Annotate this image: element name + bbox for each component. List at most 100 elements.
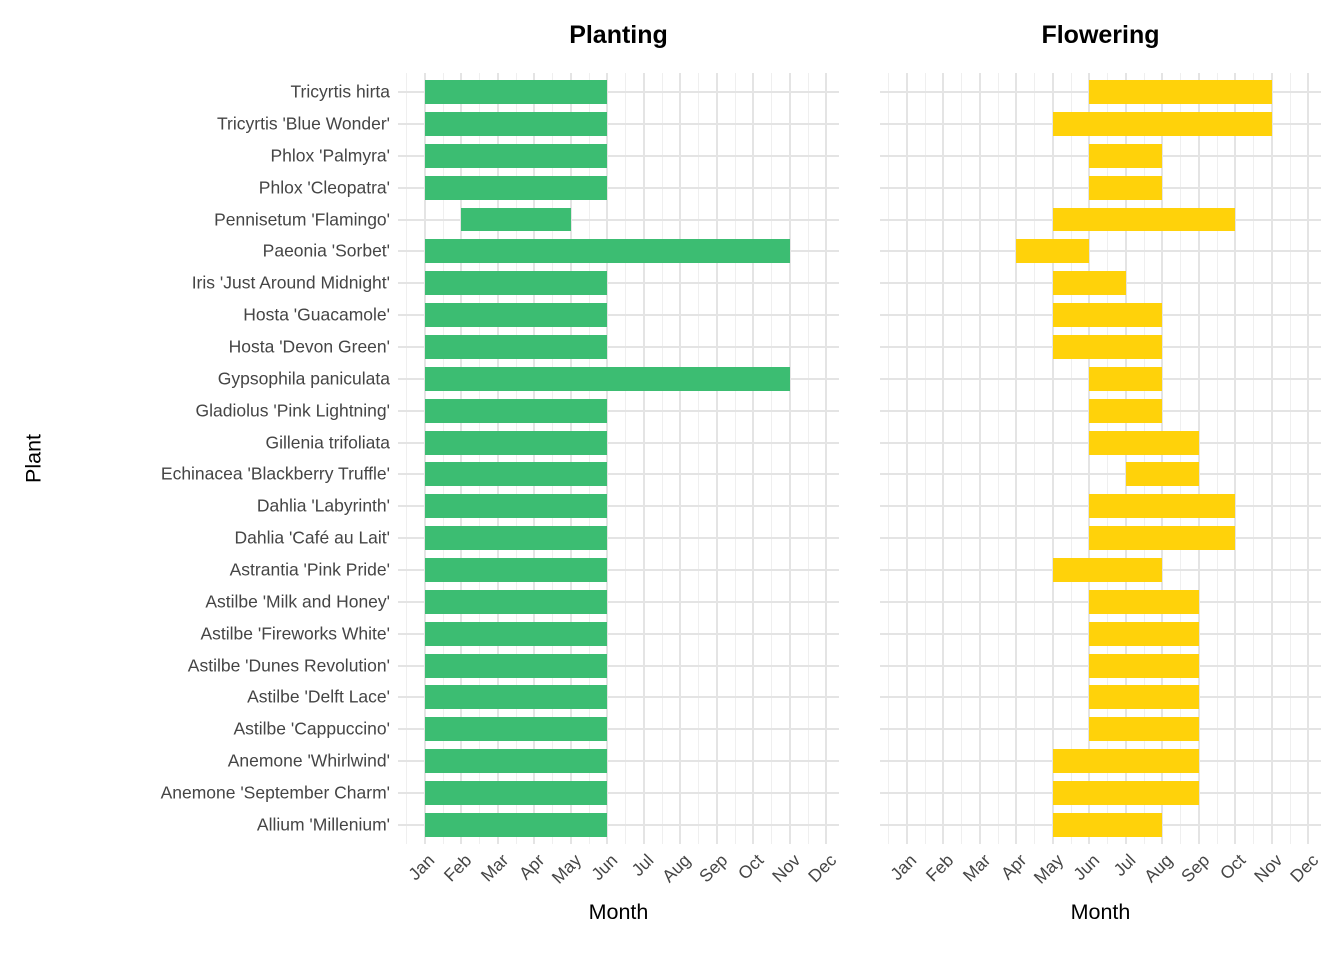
x-axis-title-flowering: Month [1070,900,1131,924]
gridline-minor-x [1034,73,1036,844]
gridline-major-x [1307,73,1310,844]
plant-axis-label: Echinacea 'Blackberry Truffle' [160,463,390,484]
gridline-minor-x [734,73,736,844]
flowering-bar [1089,494,1236,519]
gridline-major-y [398,409,839,412]
gridline-minor-x [1253,73,1255,844]
gridline-minor-x [924,73,926,844]
gridline-major-x [1088,73,1091,844]
gridline-major-y [398,441,839,444]
flowering-bar [1089,526,1236,551]
plant-axis-label: Paeonia 'Sorbet' [262,240,390,261]
plant-axis-label: Astilbe 'Milk and Honey' [205,591,390,612]
plant-axis-label: Astrantia 'Pink Pride' [229,559,390,580]
gridline-major-x [533,73,536,844]
gridline-major-x [1270,73,1273,844]
gridline-minor-x [997,73,999,844]
planting-bar [424,398,608,423]
flowering-bar [1089,143,1163,168]
gridline-major-x [752,73,755,844]
gridline-minor-x [698,73,700,844]
gridline-major-y [398,505,839,508]
flowering-bar [1052,271,1126,296]
plant-axis-label: Gypsophila paniculata [217,368,390,389]
gridline-major-x [679,73,682,844]
plant-axis-label: Anemone 'September Charm' [160,782,390,803]
gridline-major-y [398,218,839,221]
flowering-bar [1052,112,1272,136]
planting-bar [424,653,608,678]
plant-axis-label: Anemone 'Whirlwind' [227,750,390,771]
gridline-major-y [398,282,839,285]
flowering-bar [1052,303,1163,328]
gridline-major-y [398,91,839,94]
gridline-major-y [398,600,839,603]
gridline-major-x [1197,73,1200,844]
plant-axis-label: Astilbe 'Fireworks White' [200,623,390,644]
planting-bar [424,494,608,519]
flowering-bar [1125,462,1199,487]
gridline-minor-x [1289,73,1291,844]
month-axis-flowering: Jan Feb Mar Apr May Jun Jul Aug Sep Oct Nov Dec [886,850,1323,888]
flowering-bar [1016,239,1090,264]
plant-axis-label: Pennisetum 'Flamingo' [214,209,390,230]
gridline-major-y [880,250,1321,253]
planting-bar [424,143,608,168]
gridline-minor-x [515,73,517,844]
gridline-major-x [715,73,718,844]
flowering-bar [1089,80,1272,105]
gridline-major-y [398,760,839,763]
gridline-minor-x [961,73,963,844]
flowering-bar [1089,621,1199,646]
flowering-bar [1089,366,1163,391]
gridline-minor-x [588,73,590,844]
flowering-bar [1089,398,1163,423]
plant-axis-label: Gladiolus 'Pink Lightning' [195,400,390,421]
flowering-bar [1089,685,1199,710]
gridline-minor-x [625,73,627,844]
gridline-major-y [398,664,839,667]
gridline-minor-x [1107,73,1109,844]
plant-axis-label: Phlox 'Cleopatra' [258,177,390,198]
month-axis-planting: Jan Feb Mar Apr May Jun Jul Aug Sep Oct Nov Dec [404,850,841,888]
flowering-bar [1052,335,1163,359]
planting-bar [424,812,608,837]
x-axis-title-planting: Month [588,900,649,924]
planting-bar [424,717,608,742]
gridline-major-y [398,186,839,189]
gridline-major-x [1015,73,1018,844]
planting-bar [424,526,608,551]
gridline-minor-x [771,73,773,844]
gridline-minor-x [1070,73,1072,844]
facet-title-planting: Planting [569,21,668,49]
gridline-major-x [460,73,463,844]
gridline-minor-x [479,73,481,844]
plant-axis-label: Astilbe 'Cappuccino' [233,718,391,739]
flowering-bar [1089,653,1199,678]
planting-bar [424,366,790,391]
gridline-minor-x [661,73,663,844]
plant-axis-label: Astilbe 'Delft Lace' [247,686,390,707]
plant-axis-label: Allium 'Millenium' [256,814,390,835]
gridline-major-y [398,728,839,731]
plant-axis-label: Tricyrtis 'Blue Wonder' [217,113,390,134]
panel-flowering [880,73,1321,844]
gridline-major-x [825,73,828,844]
gridline-major-x [788,73,791,844]
plant-axis-labels: Tricyrtis hirta Tricyrtis 'Blue Wonder' Ph… [0,73,390,844]
planting-bar [424,239,790,264]
plant-axis-label: Dahlia 'Café au Lait' [234,527,390,548]
planting-bar [424,112,608,136]
planting-bar [424,175,608,200]
flowering-bar [1089,717,1199,742]
planting-bar [424,781,608,805]
plant-axis-label: Dahlia 'Labyrinth' [256,495,390,516]
flowering-bar [1052,812,1163,837]
panel-planting [398,73,839,844]
gridline-major-y [398,154,839,157]
gridline-major-x [423,73,426,844]
gridline-minor-x [406,73,408,844]
planting-bar [424,271,608,296]
gridline-minor-x [552,73,554,844]
